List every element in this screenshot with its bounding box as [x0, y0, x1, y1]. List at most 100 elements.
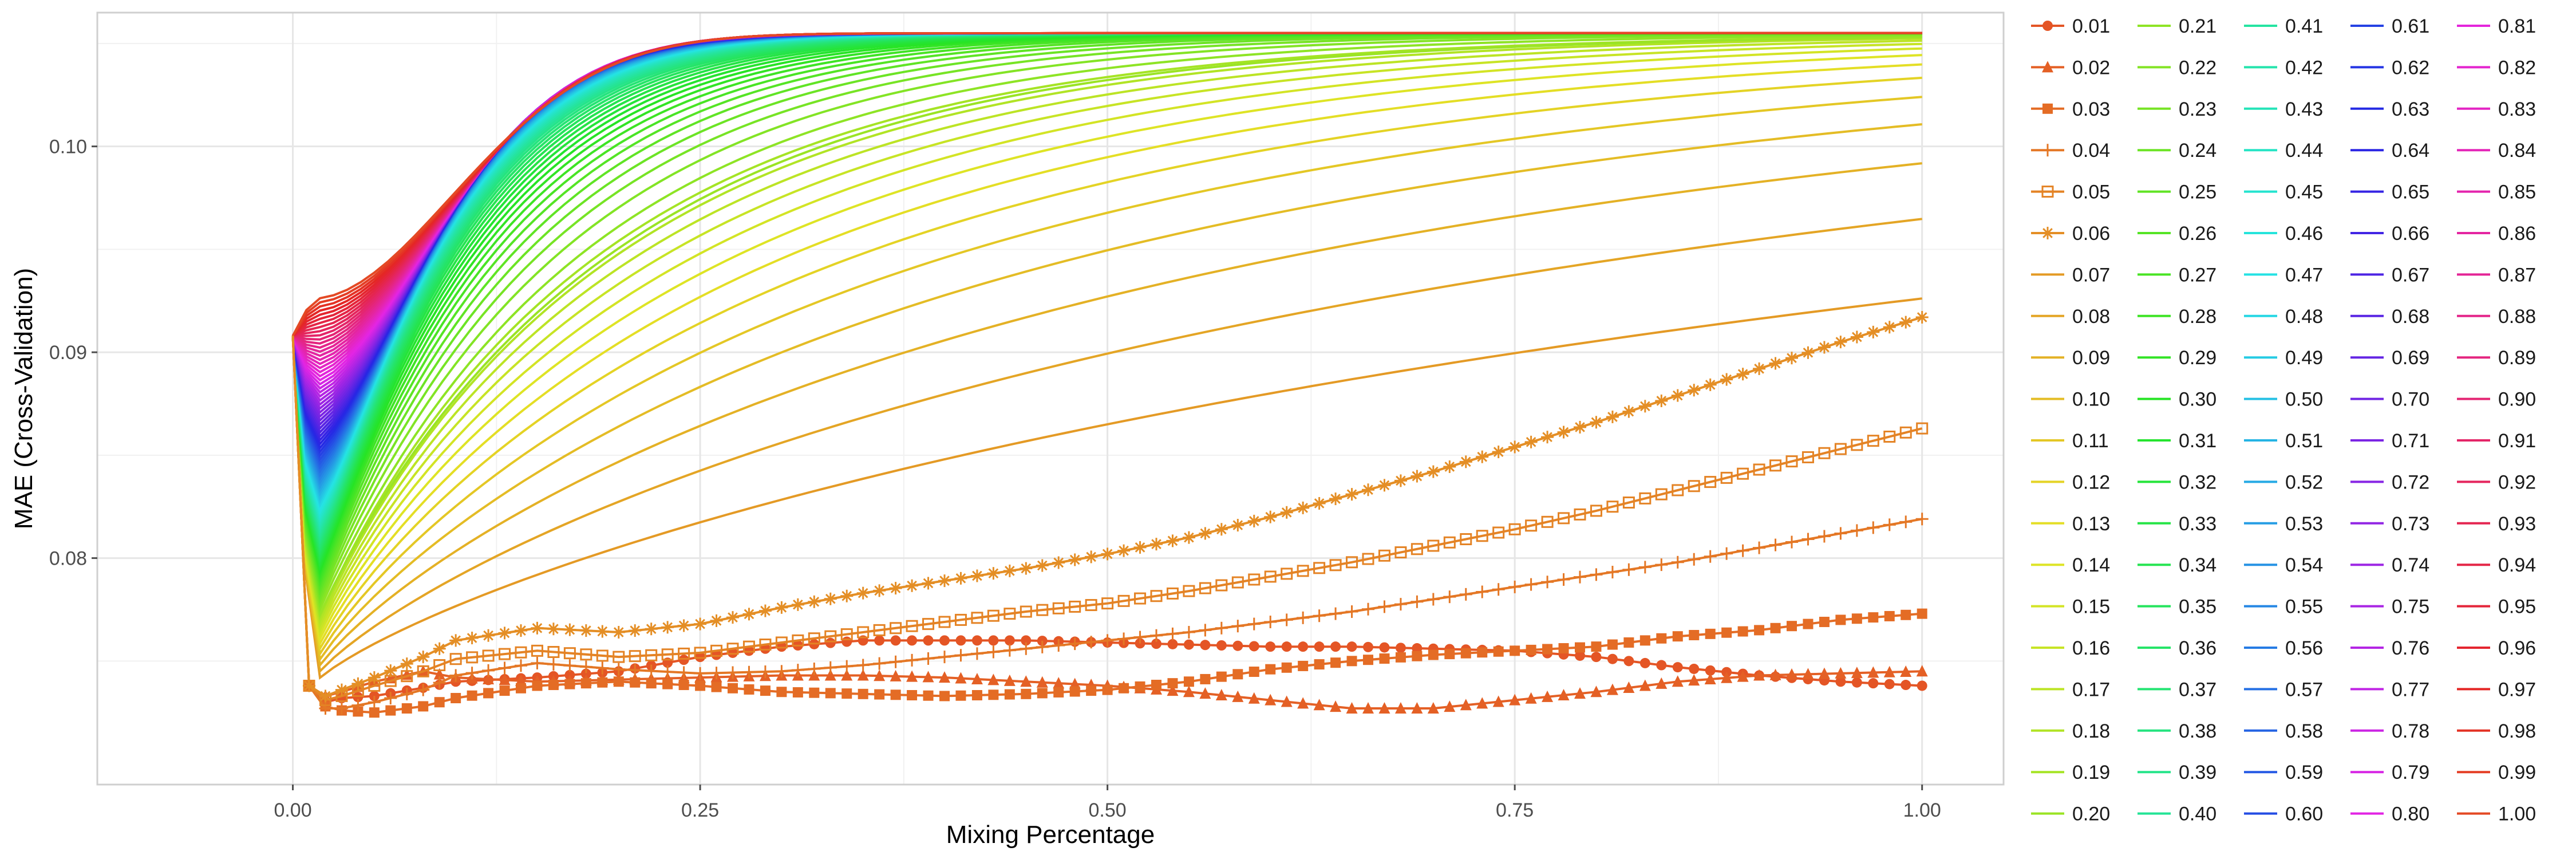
legend-label: 0.97 — [2498, 679, 2536, 700]
point-marker — [384, 692, 397, 705]
legend-label: 0.11 — [2072, 430, 2109, 452]
legend-label: 0.04 — [2072, 140, 2110, 161]
legend-item: 0.93 — [2457, 513, 2536, 535]
legend-label: 0.68 — [2392, 306, 2429, 328]
legend-item: 0.53 — [2244, 513, 2323, 535]
point-marker — [1818, 341, 1831, 354]
point-marker — [791, 598, 804, 611]
point-marker — [612, 625, 625, 639]
legend-label: 0.07 — [2072, 264, 2110, 286]
point-marker — [418, 701, 429, 712]
point-marker — [1574, 508, 1586, 521]
point-marker — [1199, 582, 1211, 594]
point-marker — [417, 665, 429, 677]
legend-label: 0.80 — [2392, 803, 2429, 825]
point-marker — [1672, 631, 1683, 642]
legend-item: 0.79 — [2350, 762, 2429, 783]
point-marker — [1314, 659, 1325, 670]
point-marker — [1200, 640, 1211, 651]
point-marker — [775, 665, 788, 678]
point-marker — [1607, 653, 1618, 664]
point-marker — [1557, 573, 1570, 586]
legend-label: 0.58 — [2285, 720, 2323, 742]
point-marker — [1281, 641, 1292, 652]
point-marker — [938, 651, 951, 664]
legend: 0.01 0.02 0.03 0.04 0.05 0.06 0.07 0.08 0.09 0.10… — [2031, 15, 2536, 825]
point-marker — [532, 680, 543, 691]
point-marker — [954, 613, 967, 626]
point-marker — [401, 703, 412, 714]
legend-item: 0.78 — [2350, 720, 2429, 742]
point-marker — [890, 689, 901, 700]
point-marker — [1199, 527, 1212, 540]
point-marker — [1216, 640, 1227, 651]
legend-item: 0.19 — [2031, 762, 2110, 783]
point-marker — [1883, 431, 1896, 443]
legend-item: 0.29 — [2138, 347, 2217, 369]
point-marker — [1281, 662, 1292, 673]
point-marker — [1215, 579, 1228, 592]
legend-item: 0.58 — [2244, 720, 2323, 742]
point-marker — [1020, 562, 1033, 575]
point-marker — [1379, 653, 1390, 664]
point-marker — [579, 624, 592, 637]
point-marker — [1575, 650, 1585, 661]
point-marker — [1135, 681, 1145, 692]
point-marker — [1638, 561, 1652, 574]
point-marker — [824, 661, 837, 674]
point-marker — [791, 664, 804, 677]
point-marker — [661, 665, 674, 679]
point-marker — [1884, 610, 1895, 621]
point-marker — [841, 636, 852, 647]
point-marker — [1346, 656, 1357, 667]
point-marker — [907, 689, 918, 700]
point-marker — [824, 669, 836, 681]
point-marker — [873, 657, 886, 670]
legend-item: 0.76 — [2350, 637, 2429, 659]
point-marker — [1835, 676, 1846, 687]
point-marker — [351, 677, 365, 690]
point-marker — [580, 668, 591, 679]
legend-label: 0.85 — [2498, 182, 2536, 203]
point-marker — [1492, 583, 1505, 596]
legend-item: 0.49 — [2244, 347, 2323, 369]
point-marker — [1867, 666, 1879, 678]
point-marker — [1053, 677, 1065, 689]
point-marker — [710, 644, 723, 657]
point-marker — [1834, 443, 1847, 455]
legend-label: 0.27 — [2179, 264, 2217, 286]
legend-label: 0.78 — [2392, 720, 2429, 742]
legend-label: 0.84 — [2498, 140, 2536, 161]
point-marker — [1541, 515, 1554, 528]
point-marker — [1313, 497, 1326, 510]
point-marker — [1818, 667, 1830, 679]
point-marker — [971, 635, 982, 646]
point-marker — [1819, 617, 1830, 628]
point-marker — [1720, 471, 1733, 484]
point-marker — [1248, 692, 1260, 704]
point-marker — [890, 622, 902, 635]
point-marker — [1705, 665, 1716, 676]
point-marker — [1557, 425, 1570, 439]
series-line-0.10 — [291, 123, 1922, 663]
point-marker — [1004, 689, 1015, 700]
point-marker — [1053, 687, 1064, 698]
point-marker — [825, 688, 836, 699]
point-marker — [728, 647, 738, 658]
point-marker — [1102, 684, 1113, 695]
point-marker — [1363, 655, 1373, 665]
point-marker — [629, 650, 641, 663]
point-marker — [857, 626, 870, 639]
legend-label: 0.45 — [2285, 182, 2323, 203]
legend-label: 0.34 — [2179, 554, 2217, 576]
point-marker — [1280, 613, 1293, 626]
point-marker — [547, 646, 560, 659]
legend-label: 0.10 — [2072, 389, 2110, 411]
point-marker — [1183, 685, 1195, 698]
point-marker — [1622, 497, 1635, 509]
point-marker — [1411, 595, 1424, 608]
point-marker — [874, 669, 886, 681]
point-marker — [319, 689, 332, 703]
legend-item: 0.75 — [2350, 596, 2429, 618]
point-marker — [1459, 588, 1472, 601]
